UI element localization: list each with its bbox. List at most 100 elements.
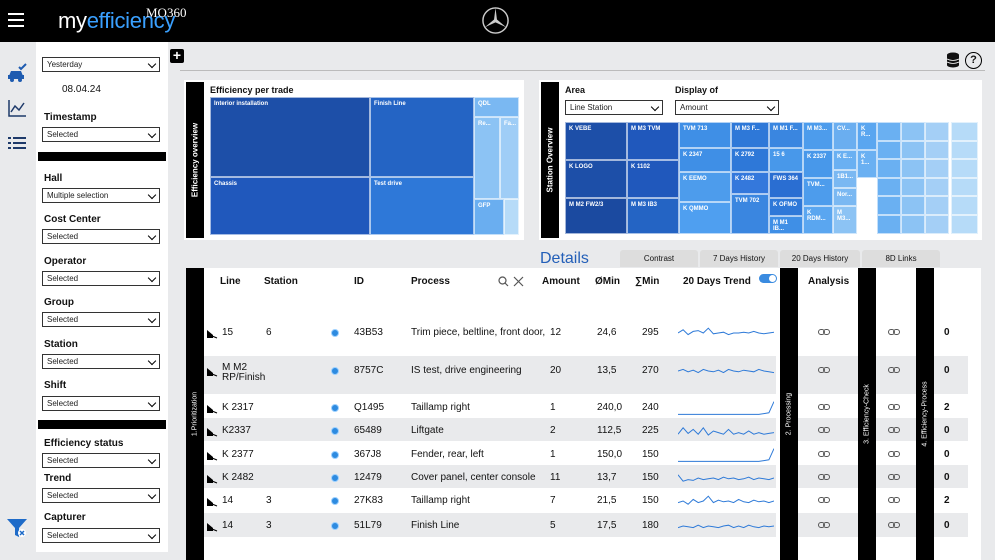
treemap-tile[interactable]: Finish Line	[370, 97, 474, 177]
station-tile[interactable]: FWS 364	[769, 172, 803, 198]
analysis-link-icon[interactable]	[818, 473, 830, 481]
efficiency-check-link-icon[interactable]	[888, 496, 900, 504]
station-tile[interactable]	[901, 122, 925, 141]
station-tile[interactable]: K E...	[833, 150, 857, 170]
analysis-link-icon[interactable]	[818, 328, 830, 336]
tab-contrast[interactable]: Contrast	[620, 250, 698, 267]
menu-icon[interactable]	[8, 13, 24, 29]
efficiency-check-link-icon[interactable]	[888, 521, 900, 529]
station-tile[interactable]	[925, 122, 949, 141]
station-tile[interactable]: 1B1...	[833, 170, 857, 188]
station-tile[interactable]: 15 6	[769, 148, 803, 172]
station-tile[interactable]	[951, 159, 978, 178]
station-tile[interactable]: CV...	[833, 122, 857, 150]
station-tile[interactable]	[901, 196, 925, 215]
treemap-tile[interactable]: GFP	[474, 199, 504, 235]
tab-7-days-history[interactable]: 7 Days History	[700, 250, 778, 267]
table-row[interactable]: K 2377 367J8 Fender, rear, left 1 150,0 150	[204, 442, 776, 465]
station-tile[interactable]	[951, 215, 978, 234]
station-tile[interactable]: M M1 F...	[769, 122, 803, 148]
station-tile[interactable]	[925, 215, 949, 234]
pin-icon[interactable]	[206, 522, 218, 532]
period-select[interactable]: Yesterday	[42, 57, 160, 72]
tab-8d-links[interactable]: 8D Links	[862, 250, 940, 267]
station-tile[interactable]: K 2347	[679, 148, 731, 172]
station-tile[interactable]: K VEBE	[565, 122, 627, 160]
treemap-tile[interactable]: Chassis	[210, 177, 370, 235]
station-tile[interactable]: TVM...	[803, 178, 833, 206]
treemap-tile[interactable]: Test drive	[370, 177, 474, 235]
station-tile[interactable]	[877, 122, 901, 141]
station-tile[interactable]	[901, 159, 925, 178]
station-tile[interactable]: K 2792	[731, 148, 769, 172]
pin-icon[interactable]	[206, 367, 218, 377]
efficiency-check-link-icon[interactable]	[888, 426, 900, 434]
analysis-link-icon[interactable]	[818, 450, 830, 458]
analysis-link-icon[interactable]	[818, 426, 830, 434]
treemap-tile[interactable]: Re...	[474, 117, 500, 199]
tab-20-days-history[interactable]: 20 Days History	[780, 250, 860, 267]
station-tile[interactable]	[925, 159, 949, 178]
table-row[interactable]: 14 3 51L79 Finish Line 5 17,5 180	[204, 513, 776, 537]
station-tile[interactable]: K R...	[857, 122, 877, 150]
station-tile[interactable]	[951, 196, 978, 215]
table-row[interactable]: K2337 65489 Liftgate 2 112,5 225	[204, 418, 776, 441]
pin-icon[interactable]	[206, 451, 218, 461]
shift-select[interactable]: Selected	[42, 396, 160, 411]
station-tile[interactable]: TVM 713	[679, 122, 731, 148]
database-icon[interactable]	[946, 52, 960, 68]
station-tile[interactable]: M M2 FW2/3	[565, 198, 627, 234]
tab-details[interactable]: Details	[540, 250, 618, 267]
hall-select[interactable]: Multiple selection	[42, 188, 160, 203]
filter-clear-icon[interactable]	[6, 517, 28, 539]
station-tile[interactable]: K LOGO	[565, 160, 627, 198]
station-tile[interactable]: M M1 IB...	[769, 216, 803, 234]
pin-icon[interactable]	[206, 404, 218, 414]
station-tile[interactable]: Nor...	[833, 188, 857, 206]
station-tile[interactable]: M M3 TVM	[627, 122, 679, 160]
station-tile[interactable]	[901, 140, 925, 160]
pin-icon[interactable]	[206, 427, 218, 437]
pin-icon[interactable]	[206, 329, 218, 339]
efficiency-status-select[interactable]: Selected	[42, 453, 160, 468]
table-row[interactable]: 15 6 43B53 Trim piece, beltline, front door…	[204, 318, 776, 356]
station-tile[interactable]: M M3...	[803, 122, 833, 150]
table-row[interactable]: 14 3 27K83 Taillamp right 7 21,5 150	[204, 488, 776, 512]
station-tile[interactable]: TVM 702	[731, 194, 769, 234]
station-tile[interactable]: K 1102	[627, 160, 679, 198]
station-tile[interactable]	[925, 140, 949, 160]
table-row[interactable]: K 2317 Q1495 Taillamp right 1 240,0 240	[204, 395, 776, 418]
list-icon[interactable]	[6, 132, 28, 154]
station-tile[interactable]: K QMMO	[679, 202, 731, 234]
efficiency-check-link-icon[interactable]	[888, 328, 900, 336]
trend-select[interactable]: Selected	[42, 488, 160, 503]
efficiency-check-link-icon[interactable]	[888, 403, 900, 411]
analysis-link-icon[interactable]	[818, 366, 830, 374]
table-row[interactable]: M M2 RP/Finish 8757C IS test, drive engine…	[204, 356, 776, 394]
station-tile[interactable]	[901, 177, 925, 197]
station-tile[interactable]	[877, 159, 901, 178]
station-tile[interactable]: M M3 IB3	[627, 198, 679, 234]
station-tile[interactable]	[877, 177, 901, 197]
station-tile[interactable]	[901, 215, 925, 234]
station-tile[interactable]	[877, 140, 901, 160]
pin-icon[interactable]	[206, 497, 218, 507]
station-tile[interactable]: K OFMO	[769, 198, 803, 216]
station-tile[interactable]	[925, 196, 949, 215]
add-button[interactable]: +	[170, 48, 184, 63]
station-tile[interactable]: K 2337	[803, 150, 833, 178]
line-chart-icon[interactable]	[6, 97, 28, 119]
capturer-select[interactable]: Selected	[42, 528, 160, 543]
analysis-link-icon[interactable]	[818, 403, 830, 411]
station-tile[interactable]: K 2482	[731, 172, 769, 194]
efficiency-check-link-icon[interactable]	[888, 366, 900, 374]
efficiency-check-link-icon[interactable]	[888, 450, 900, 458]
station-tile[interactable]: K EEMO	[679, 172, 731, 202]
analysis-link-icon[interactable]	[818, 521, 830, 529]
search-icon[interactable]	[498, 276, 509, 287]
treemap-tile[interactable]: Interior installation	[210, 97, 370, 177]
analysis-link-icon[interactable]	[818, 496, 830, 504]
station-tile[interactable]: M M3 F...	[731, 122, 769, 148]
station-tile[interactable]	[951, 140, 978, 160]
close-icon[interactable]	[513, 276, 524, 287]
